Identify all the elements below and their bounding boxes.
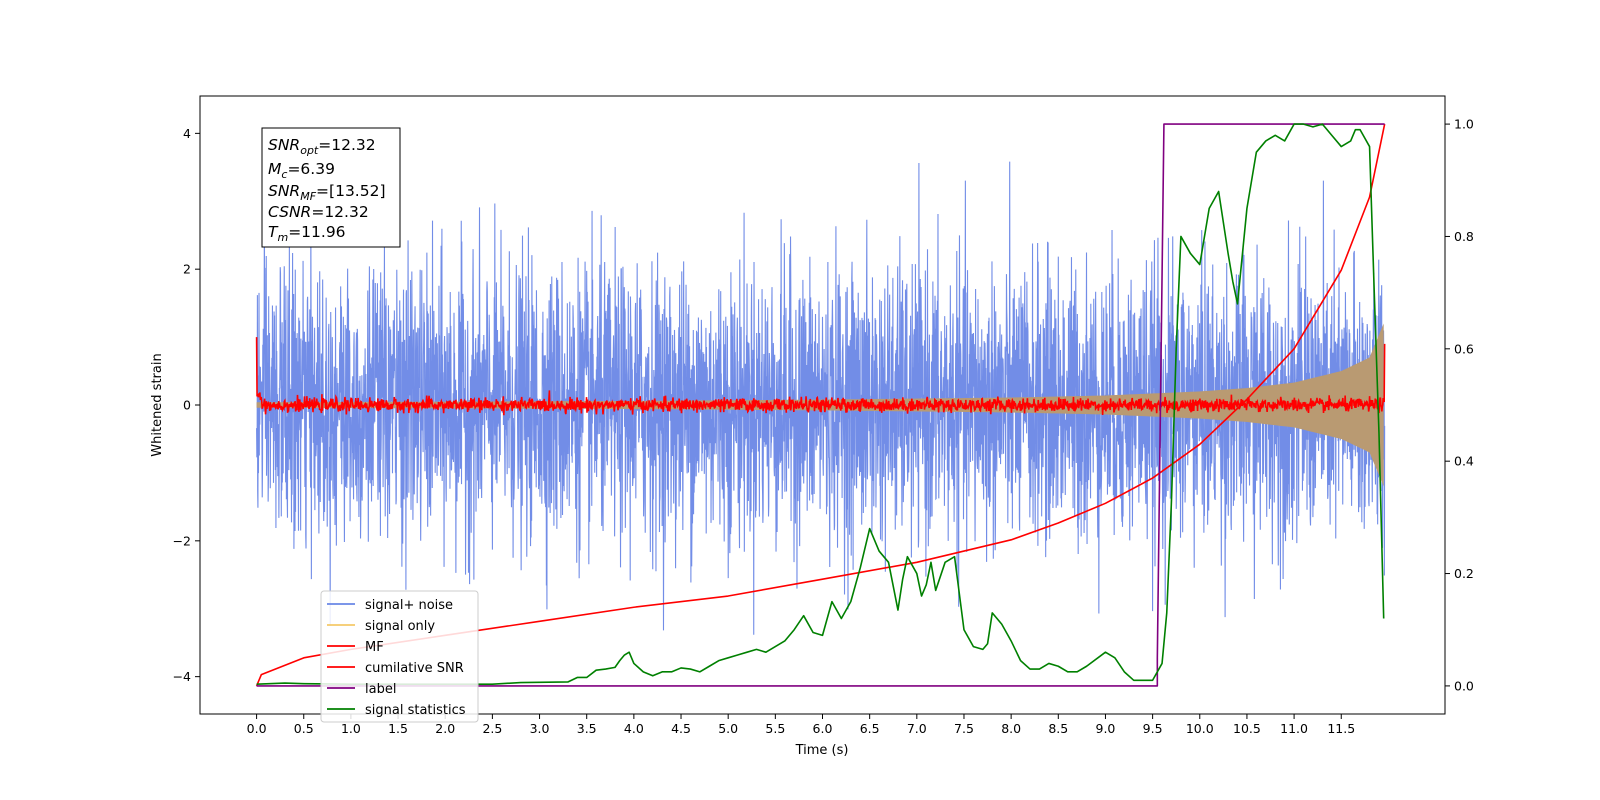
legend-label-mf: MF	[365, 640, 384, 655]
x-tick-label: 3.0	[530, 721, 550, 736]
legend-label-signal-statistics: signal statistics	[365, 703, 466, 718]
x-tick-label: 9.0	[1096, 721, 1116, 736]
annotation-snr-mf: SNRMF=[13.52]	[268, 182, 386, 203]
annotation-tm: Tm=11.96	[268, 223, 346, 244]
right-y-tick-label: 0.2	[1454, 566, 1474, 581]
left-y-tick-label: −4	[173, 669, 191, 684]
right-y-axis: 0.0 0.2 0.4 0.6 0.8 1.0	[1445, 117, 1474, 693]
left-y-tick-label: −2	[173, 533, 191, 548]
left-y-tick-label: 2	[183, 262, 191, 277]
series-mf	[255, 337, 1386, 416]
annotation-mc: Mc=6.39	[268, 160, 335, 181]
legend-label-signal-only: signal only	[365, 619, 435, 634]
x-tick-label: 1.0	[341, 721, 361, 736]
left-y-tick-label: 4	[183, 126, 191, 141]
x-tick-label: 7.0	[907, 721, 927, 736]
right-y-tick-label: 0.6	[1454, 341, 1474, 356]
right-y-tick-label: 0.8	[1454, 229, 1474, 244]
right-y-tick-label: 0.4	[1454, 454, 1474, 469]
legend-frame	[320, 590, 479, 723]
x-tick-label: 2.5	[482, 721, 502, 736]
x-tick-label: 7.5	[954, 721, 974, 736]
right-y-tick-label: 0.0	[1454, 678, 1474, 693]
x-tick-label: 5.0	[718, 721, 738, 736]
annotation-frame	[261, 127, 401, 248]
legend: signal+ noise signal only MF cumilative …	[320, 590, 479, 723]
legend-label-cumulative-snr: cumilative SNR	[365, 661, 464, 676]
x-tick-label: 6.0	[813, 721, 833, 736]
x-tick-label: 8.5	[1048, 721, 1068, 736]
annotation-snr-opt: SNRopt=12.32	[268, 136, 376, 157]
right-y-tick-label: 1.0	[1454, 117, 1474, 132]
x-tick-label: 8.0	[1001, 721, 1021, 736]
annotation-csnr: CSNR=12.32	[268, 203, 369, 221]
left-y-tick-label: 0	[183, 398, 191, 413]
series-label	[256, 123, 1385, 687]
series-signal-noise	[256, 161, 1386, 635]
stats-annotation-box: SNRopt=12.32 Mc=6.39 SNRMF=[13.52] CSNR=…	[261, 127, 401, 248]
x-tick-label: 0.5	[294, 721, 314, 736]
x-tick-label: 1.5	[388, 721, 408, 736]
x-tick-label: 2.0	[435, 721, 455, 736]
x-tick-label: 11.5	[1327, 721, 1355, 736]
x-tick-label: 5.5	[765, 721, 785, 736]
left-y-axis: −4 −2 0 2 4	[173, 126, 200, 684]
x-tick-label: 0.0	[247, 721, 267, 736]
legend-label-label: label	[365, 682, 396, 697]
x-tick-label: 6.5	[860, 721, 880, 736]
x-axis: 0.0 0.5 1.0 1.5 2.0 2.5 3.0 3.5 4.0 4.5 5.0 5.5 6.0 6…	[247, 714, 1355, 736]
x-tick-label: 9.5	[1143, 721, 1163, 736]
x-tick-label: 10.0	[1186, 721, 1214, 736]
y-axis-label: Whitened strain	[150, 353, 165, 456]
x-tick-label: 4.5	[671, 721, 691, 736]
x-tick-label: 10.5	[1233, 721, 1261, 736]
x-axis-label: Time (s)	[795, 743, 849, 758]
x-tick-label: 3.5	[577, 721, 597, 736]
x-tick-label: 4.0	[624, 721, 644, 736]
x-tick-label: 11.0	[1280, 721, 1308, 736]
legend-label-signal-noise: signal+ noise	[365, 598, 453, 613]
series-signal-statistics	[256, 123, 1385, 686]
